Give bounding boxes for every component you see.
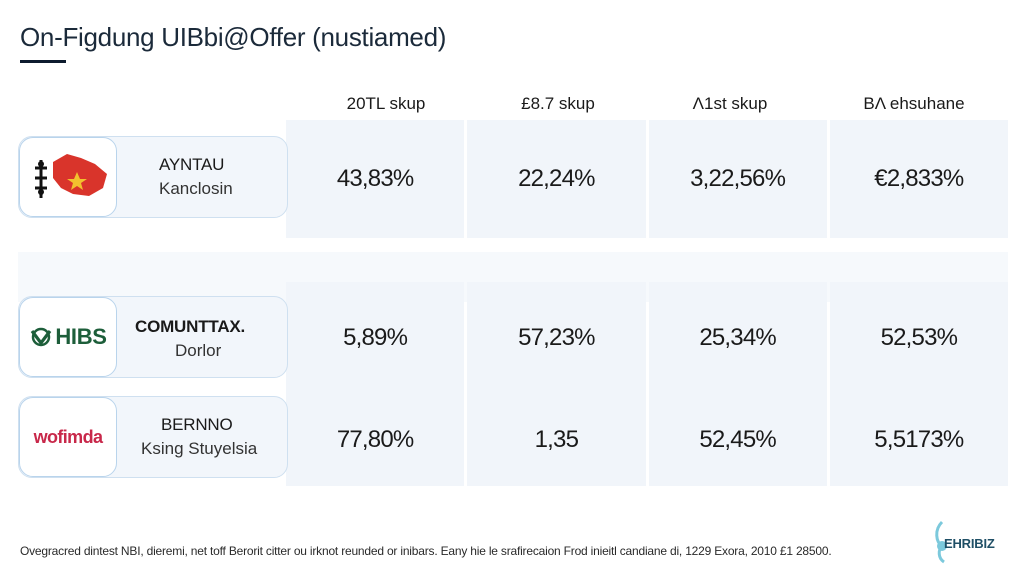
rate-cell: 3,22,56% (648, 120, 827, 238)
table-row: 5,89% 57,23% 25,34% 52,53% (286, 282, 1008, 394)
rate-cell: 5,5173% (829, 394, 1008, 486)
bank-name: BERNNO (161, 415, 233, 434)
hibs-logo-text: HIBS (55, 324, 107, 349)
rate-cell: 57,23% (467, 282, 646, 394)
rate-cell: 1,35 (467, 394, 646, 486)
title-underline (20, 60, 66, 63)
bank-name: COMUNTTAX. (135, 317, 246, 336)
table-row: 43,83% 22,24% 3,22,56% €2,833% (286, 120, 1008, 238)
bank-card[interactable]: AYNTAU Kanclosin (18, 136, 288, 218)
rate-cell: 5,89% (286, 282, 465, 394)
rate-cell: 22,24% (467, 120, 646, 238)
bank-subtitle: Dorlor (175, 341, 222, 360)
bank-subtitle: Kanclosin (159, 179, 233, 198)
footnote: Ovegracred dintest NBI, dieremi, net tof… (20, 544, 832, 558)
bank-name: AYNTAU (159, 155, 225, 174)
table-row: 77,80% 1,35 52,45% 5,5173% (286, 394, 1008, 486)
rate-cell: 52,53% (829, 282, 1008, 394)
rate-cell: 77,80% (286, 394, 465, 486)
bank-logo (19, 137, 117, 217)
rate-cell: 52,45% (648, 394, 827, 486)
hibs-logo-icon (31, 327, 52, 347)
bank-logo: wofimda (19, 397, 117, 477)
page-title: On-Figdung UIBbi@Offer (nustiamed) (20, 22, 447, 52)
column-header: £8.7 skup (521, 94, 595, 113)
brand-logo-text: EHRIBIZ (944, 536, 995, 551)
column-header: Λ1st skup (692, 94, 768, 113)
brand-logo-icon (935, 520, 947, 564)
bank-card[interactable]: wofimda BERNNO Ksing Stuyelsia (18, 396, 288, 478)
map-flag-icon (35, 154, 107, 198)
rate-cell: 43,83% (286, 120, 465, 238)
rate-cell: €2,833% (829, 120, 1008, 238)
rate-cell: 25,34% (648, 282, 827, 394)
bank-logo: HIBS (19, 297, 117, 377)
column-header: BΛ ehsuhane (863, 94, 965, 113)
bank-card[interactable]: HIBS COMUNTTAX. Dorlor (18, 296, 288, 378)
column-header: 20TL skup (346, 94, 426, 113)
bank-subtitle: Ksing Stuyelsia (141, 439, 258, 458)
wofimda-logo: wofimda (33, 426, 103, 447)
